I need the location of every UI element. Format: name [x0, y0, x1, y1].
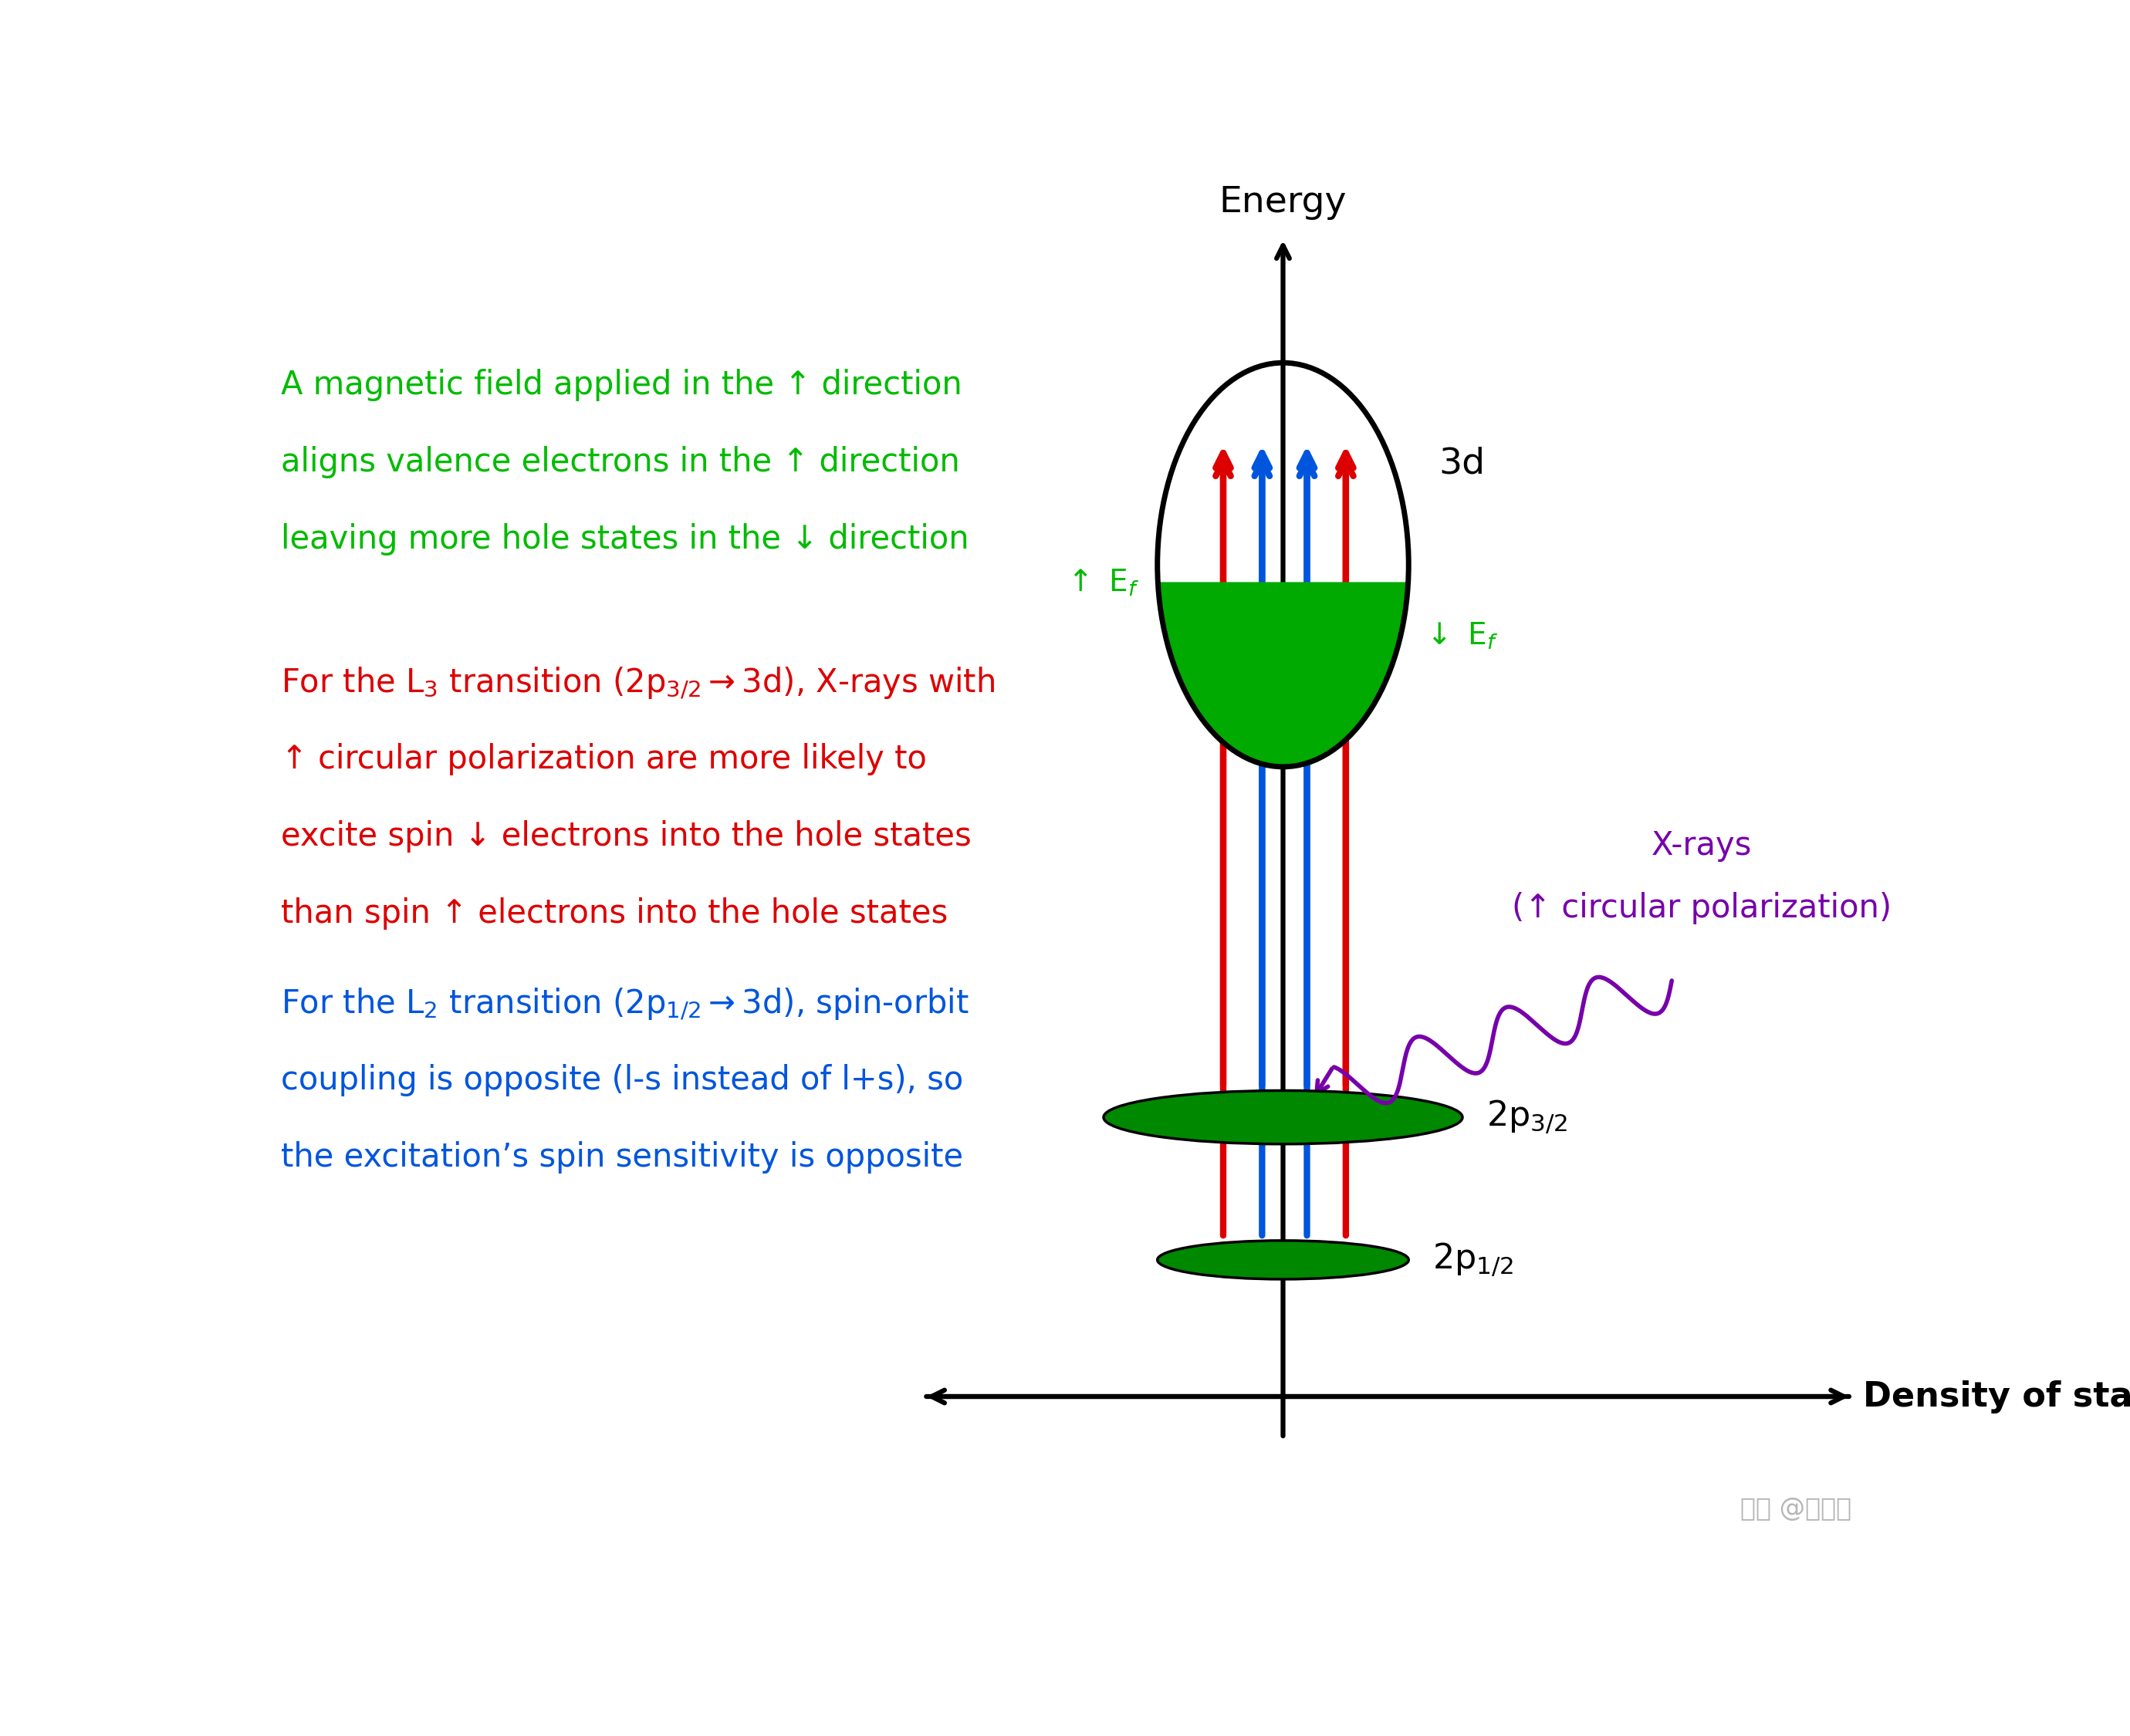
Text: 知乎 @郭麒麟: 知乎 @郭麒麟	[1740, 1496, 1851, 1521]
Text: coupling is opposite (l-s instead of l+s), so: coupling is opposite (l-s instead of l+s…	[281, 1064, 963, 1095]
Text: $\uparrow$ E$_f$: $\uparrow$ E$_f$	[1063, 568, 1140, 597]
Ellipse shape	[1157, 1241, 1408, 1279]
Text: For the L$_2$ transition (2p$_{1/2}$$\rightarrow$3d), spin-orbit: For the L$_2$ transition (2p$_{1/2}$$\ri…	[281, 986, 969, 1023]
Ellipse shape	[1103, 1090, 1463, 1144]
Text: the excitation’s spin sensitivity is opposite: the excitation’s spin sensitivity is opp…	[281, 1141, 963, 1174]
Text: Density of states: Density of states	[1864, 1380, 2130, 1413]
Text: (↑ circular polarization): (↑ circular polarization)	[1512, 892, 1891, 924]
Text: 2p$_{3/2}$: 2p$_{3/2}$	[1487, 1099, 1568, 1135]
Polygon shape	[1159, 583, 1408, 767]
Text: excite spin ↓ electrons into the hole states: excite spin ↓ electrons into the hole st…	[281, 819, 971, 852]
Text: X-rays: X-rays	[1651, 830, 1753, 861]
Text: Energy: Energy	[1218, 186, 1346, 220]
Text: leaving more hole states in the ↓ direction: leaving more hole states in the ↓ direct…	[281, 523, 969, 556]
Text: aligns valence electrons in the ↑ direction: aligns valence electrons in the ↑ direct…	[281, 446, 961, 479]
Text: $\downarrow$ E$_f$: $\downarrow$ E$_f$	[1421, 621, 1497, 651]
Text: than spin ↑ electrons into the hole states: than spin ↑ electrons into the hole stat…	[281, 898, 948, 930]
Text: A magnetic field applied in the ↑ direction: A magnetic field applied in the ↑ direct…	[281, 368, 963, 401]
Text: 3d: 3d	[1438, 446, 1485, 481]
Text: 2p$_{1/2}$: 2p$_{1/2}$	[1433, 1241, 1514, 1278]
Text: For the L$_3$ transition (2p$_{3/2}$$\rightarrow$3d), X-rays with: For the L$_3$ transition (2p$_{3/2}$$\ri…	[281, 667, 995, 701]
Text: ↑ circular polarization are more likely to: ↑ circular polarization are more likely …	[281, 743, 927, 776]
